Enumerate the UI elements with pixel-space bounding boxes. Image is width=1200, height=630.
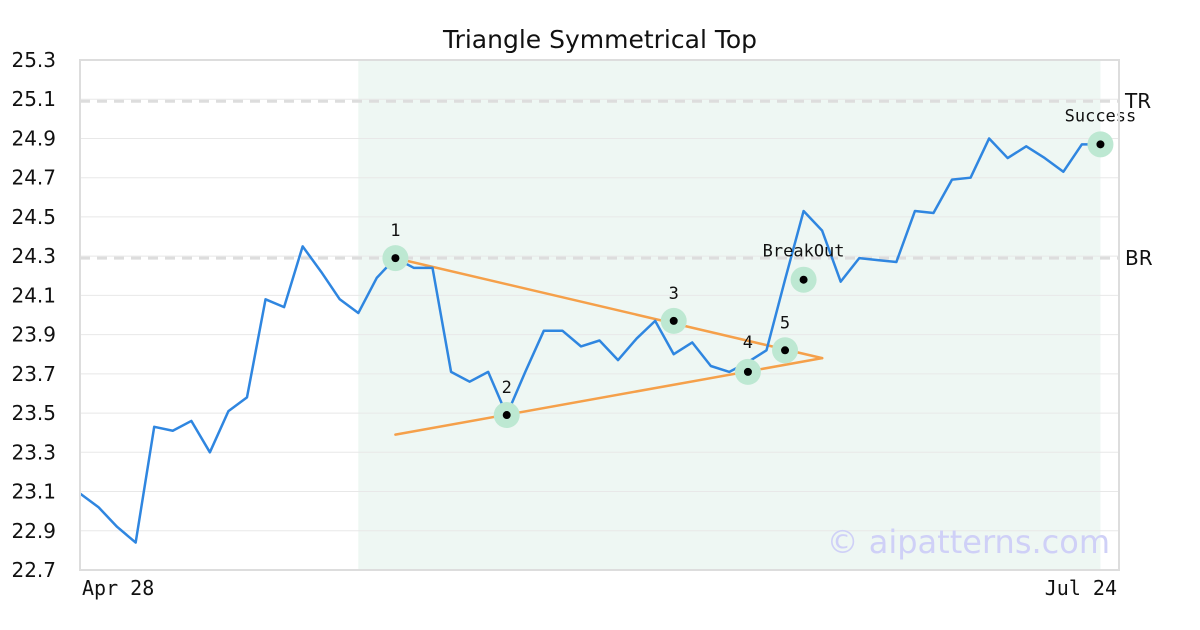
point-label: BreakOut	[763, 242, 845, 262]
y-tick-label: 23.5	[11, 401, 56, 425]
y-tick-label: 24.1	[11, 283, 56, 307]
y-tick-label: 24.5	[11, 205, 56, 229]
y-tick-label: 24.7	[11, 166, 56, 190]
point-label: 4	[743, 333, 753, 353]
y-tick-label: 22.7	[11, 558, 56, 582]
watermark: © aipatterns.com	[827, 523, 1110, 561]
y-tick-label: 23.3	[11, 440, 56, 464]
trendline	[394, 256, 824, 360]
point-marker	[743, 367, 752, 376]
level-label: BR	[1125, 246, 1153, 270]
level-label: TR	[1124, 89, 1151, 113]
point-label: 5	[780, 313, 790, 333]
point-label: 2	[502, 378, 512, 398]
y-tick-label: 23.7	[11, 362, 56, 386]
x-axis-ticks: Apr 28 Jul 24	[82, 576, 1117, 600]
point-marker	[781, 346, 790, 355]
y-tick-label: 25.1	[11, 87, 56, 111]
level-lines: TR BR	[80, 89, 1153, 270]
y-tick-label: 25.3	[11, 48, 56, 72]
point-marker	[391, 254, 400, 263]
highlight-region	[358, 60, 1101, 570]
y-tick-label: 22.9	[11, 519, 56, 543]
pattern-points: 1 2 3 4 5 BreakOut Success	[382, 106, 1137, 429]
point-marker	[799, 275, 808, 284]
y-tick-label: 23.9	[11, 323, 56, 347]
x-tick-label: Jul 24	[1045, 576, 1117, 600]
point-label: 3	[669, 284, 679, 304]
point-marker	[669, 316, 678, 325]
plot-frame	[79, 59, 1120, 571]
point-marker	[502, 411, 511, 420]
y-tick-label: 24.9	[11, 126, 56, 150]
chart-title: Triangle Symmetrical Top	[442, 25, 757, 54]
y-tick-label: 24.3	[11, 244, 56, 268]
y-tick-label: 23.1	[11, 480, 56, 504]
y-axis-ticks: 22.7 22.9 23.1 23.3 23.5 23.7 23.9 24.1 24.3 24.5…	[11, 48, 56, 582]
point-label: Success	[1065, 106, 1137, 126]
x-tick-label: Apr 28	[82, 576, 154, 600]
point-marker	[1096, 140, 1105, 149]
price-series-line	[79, 137, 1101, 544]
point-label: 1	[390, 221, 400, 241]
